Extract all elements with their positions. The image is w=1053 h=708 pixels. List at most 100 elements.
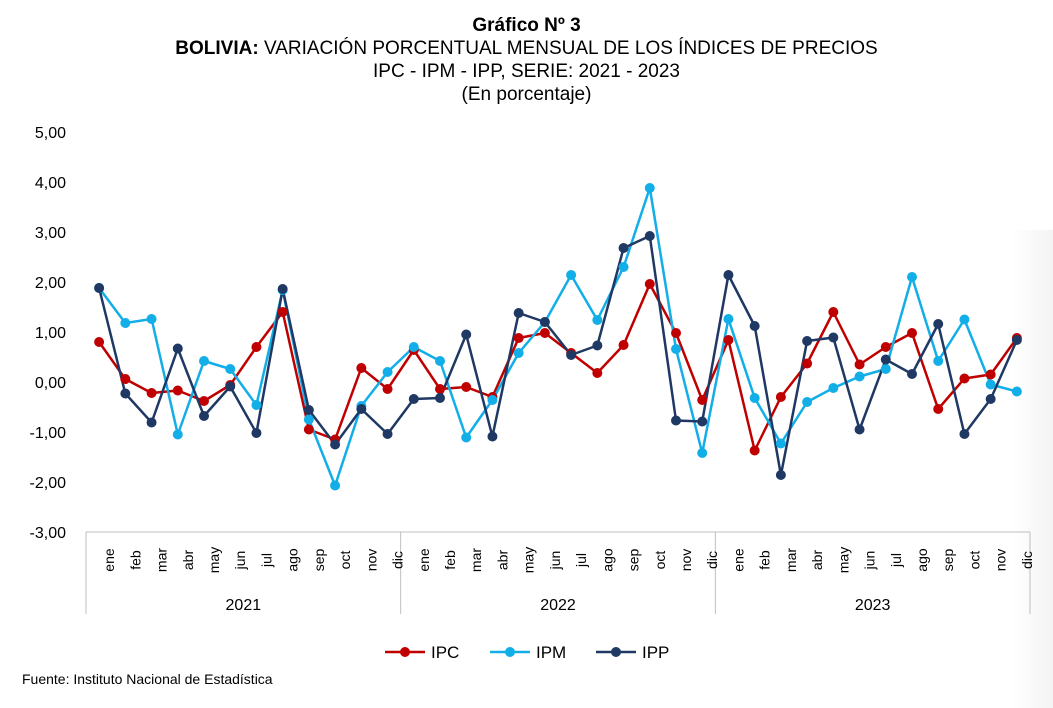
data-point-ipp — [959, 429, 970, 439]
data-point-ipm — [723, 314, 734, 324]
data-point-ipm — [330, 480, 341, 491]
data-point-ipp — [618, 243, 629, 253]
data-point-ipm — [618, 262, 629, 272]
month-tick-label: nov — [678, 549, 694, 572]
data-point-ipp — [566, 350, 577, 360]
month-tick-label: mar — [154, 548, 170, 572]
data-point-ipp — [225, 381, 236, 392]
y-tick-label: 3,00 — [35, 225, 66, 242]
data-point-ipm — [828, 383, 839, 393]
data-point-ipm — [251, 400, 262, 410]
data-point-ipm — [382, 367, 393, 377]
month-tick-label: may — [206, 547, 222, 573]
data-point-ipc — [985, 369, 996, 380]
month-tick-label: feb — [757, 550, 773, 570]
month-tick-label: nov — [363, 549, 379, 572]
data-point-ipm — [487, 395, 498, 405]
month-tick-label: dic — [1019, 551, 1035, 569]
source-note: Fuente: Instituto Nacional de Estadístic… — [22, 671, 273, 687]
month-tick-label: ene — [416, 548, 432, 572]
data-point-ipp — [592, 340, 603, 351]
data-point-ipp — [277, 284, 288, 294]
month-tick-label: jul — [573, 553, 589, 568]
month-tick-label: abr — [180, 550, 196, 571]
data-point-ipp — [408, 394, 419, 404]
legend-marker-ipc — [400, 647, 410, 657]
legend-label-ipm: IPM — [536, 643, 566, 662]
month-tick-label: sep — [626, 549, 642, 572]
month-tick-label: ago — [914, 548, 930, 572]
data-point-ipp — [94, 283, 105, 293]
month-tick-label: oct — [337, 551, 353, 570]
month-tick-label: sep — [940, 549, 956, 572]
data-point-ipc — [671, 328, 681, 338]
legend-marker-ipp — [611, 647, 621, 657]
data-point-ipm — [303, 414, 314, 425]
chart-subtitle: IPC - IPM - IPP, SERIE: 2021 - 2023 — [373, 61, 680, 82]
data-point-ipm — [435, 356, 445, 366]
month-tick-label: dic — [390, 551, 406, 569]
data-point-ipm — [985, 379, 996, 390]
data-point-ipm — [749, 393, 760, 403]
data-point-ipc — [120, 374, 131, 384]
data-point-ipc — [172, 385, 183, 396]
chart-title-block: Gráfico Nº 3 BOLIVIA: VARIACIÓN PORCENTU… — [0, 14, 1053, 106]
data-point-ipp — [435, 393, 445, 403]
data-point-ipp — [802, 336, 813, 346]
month-tick-label: jun — [862, 551, 878, 571]
data-point-ipm — [225, 364, 236, 374]
month-tick-label: oct — [652, 551, 668, 570]
legend-marker-ipm — [505, 647, 515, 657]
month-tick-label: nov — [993, 549, 1009, 572]
series-line-ipp — [97, 234, 1019, 477]
data-point-ipm — [146, 314, 157, 324]
data-point-ipc — [618, 340, 629, 350]
data-point-ipp — [539, 317, 550, 327]
data-point-ipp — [723, 270, 734, 280]
data-point-ipc — [382, 384, 393, 394]
data-point-ipc — [775, 392, 786, 402]
month-tick-label: sep — [311, 549, 327, 572]
data-point-ipp — [828, 332, 839, 343]
data-point-ipc — [435, 384, 445, 394]
unit-label: (En porcentaje) — [461, 84, 592, 105]
month-tick-label: feb — [442, 550, 458, 570]
month-tick-label: abr — [494, 550, 510, 571]
data-point-ipc — [933, 404, 944, 414]
data-point-ipp — [382, 429, 393, 439]
data-point-ipp — [880, 354, 891, 365]
month-tick-label: oct — [966, 551, 982, 570]
y-tick-label: 2,00 — [35, 275, 66, 292]
data-point-ipc — [94, 337, 105, 347]
month-tick-label: dic — [704, 551, 720, 569]
month-tick-label: ene — [101, 548, 117, 572]
data-point-ipc — [802, 358, 813, 369]
data-point-ipm — [172, 429, 183, 440]
data-point-ipp — [303, 405, 314, 415]
data-point-ipm — [408, 342, 419, 352]
data-point-ipc — [356, 363, 367, 373]
month-tick-label: ago — [599, 548, 615, 572]
y-tick-label: 4,00 — [35, 175, 66, 192]
data-point-ipc — [461, 382, 472, 392]
data-point-ipp — [461, 329, 472, 340]
month-tick-label: jul — [888, 553, 904, 568]
data-point-ipm — [1011, 386, 1022, 397]
data-point-ipc — [277, 307, 288, 317]
data-point-ipc — [592, 368, 603, 378]
data-point-ipm — [775, 438, 786, 449]
data-point-ipm — [592, 315, 603, 325]
data-point-ipp — [775, 470, 786, 480]
data-point-ipp — [146, 417, 157, 428]
data-point-ipm — [697, 448, 708, 458]
month-tick-label: abr — [809, 550, 825, 571]
data-point-ipp — [330, 439, 341, 450]
data-point-ipp — [697, 416, 708, 427]
month-tick-label: may — [521, 547, 537, 573]
data-point-ipm — [880, 364, 891, 374]
country-label: BOLIVIA: — [175, 38, 259, 59]
data-point-ipc — [854, 359, 865, 370]
data-point-ipc — [880, 342, 891, 352]
data-point-ipp — [199, 411, 209, 421]
data-point-ipp — [985, 394, 996, 404]
